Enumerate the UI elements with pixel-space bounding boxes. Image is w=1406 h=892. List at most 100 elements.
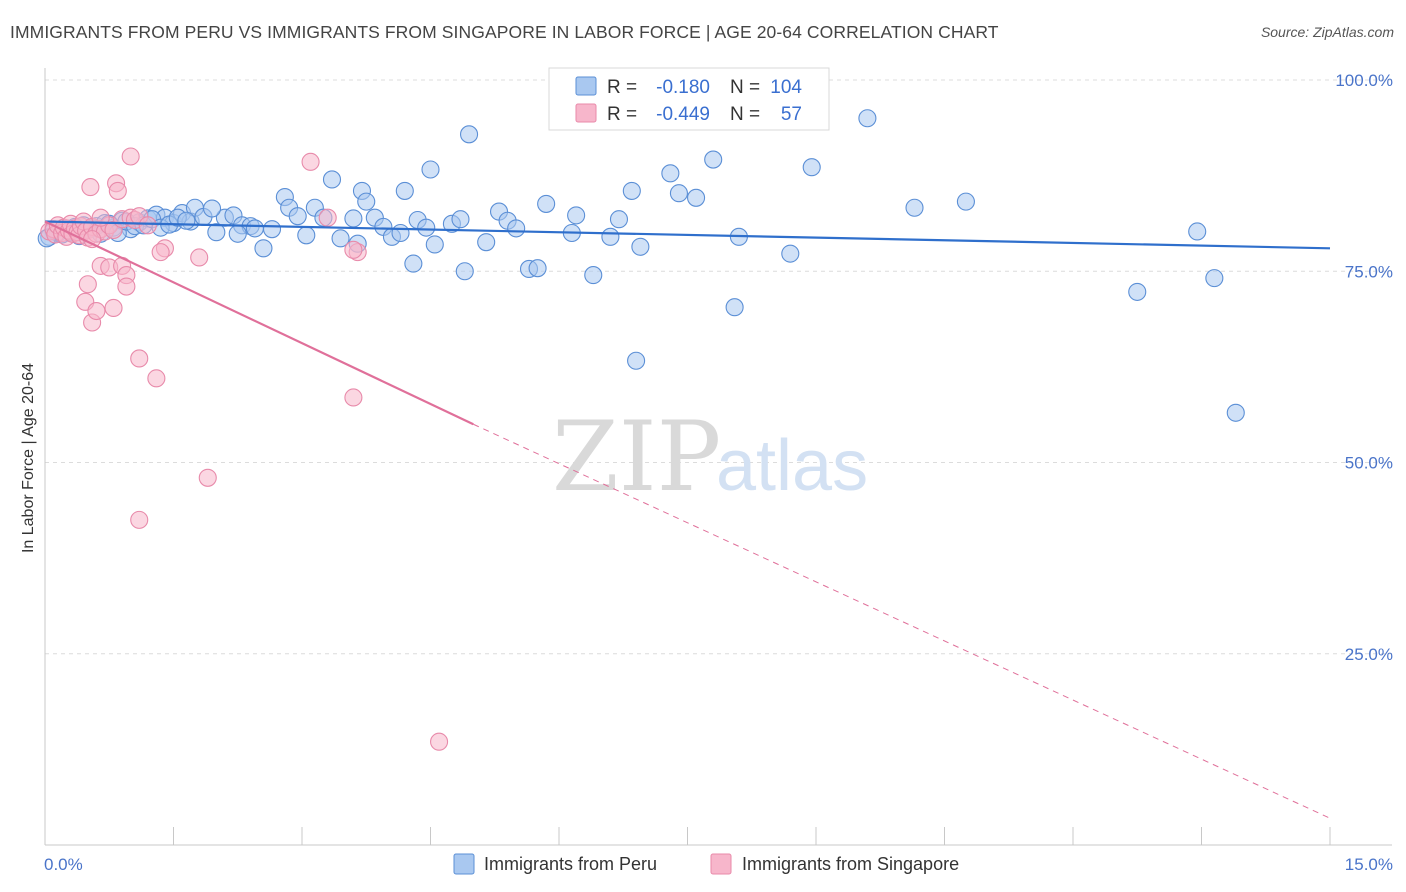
peru-point	[622, 181, 641, 200]
singapore-point	[344, 388, 363, 407]
peru-point	[322, 170, 342, 189]
peru-point	[781, 244, 800, 263]
legend-r-label: R =	[607, 77, 637, 98]
watermark: ZIP atlas	[552, 401, 868, 513]
x-tick-label: 0.0%	[44, 855, 83, 874]
singapore-point	[430, 732, 449, 751]
peru-point	[228, 224, 247, 243]
peru-point	[177, 211, 196, 230]
peru-point	[725, 298, 744, 317]
peru-point	[1205, 269, 1224, 288]
peru-point	[245, 219, 264, 238]
bottom-legend-swatch-peru	[453, 853, 475, 875]
singapore-point	[318, 208, 337, 227]
peru-point	[687, 188, 706, 207]
peru-point	[609, 210, 629, 229]
peru-point	[262, 220, 282, 239]
peru-point	[344, 209, 363, 228]
peru-point	[905, 198, 924, 217]
singapore-point	[151, 243, 170, 262]
legend-r-label: R =	[607, 104, 637, 125]
singapore-point	[108, 181, 127, 200]
peru-point	[421, 160, 440, 179]
peru-point	[661, 164, 680, 183]
legend-n-value: 57	[781, 104, 802, 125]
y-tick-label: 75.0%	[1345, 262, 1393, 281]
peru-point	[331, 229, 350, 248]
peru-point	[404, 254, 423, 273]
y-tick-label: 50.0%	[1345, 454, 1393, 473]
legend-swatch-singapore	[575, 103, 597, 123]
legend: R = -0.180 N = 104 R = -0.449 N = 57	[548, 67, 830, 131]
singapore-point	[104, 298, 123, 318]
peru-point	[704, 150, 723, 169]
x-tick-label: 15.0%	[1345, 855, 1393, 874]
peru-point	[455, 262, 474, 281]
trend-lines	[44, 220, 1331, 819]
watermark-zip: ZIP	[552, 401, 721, 513]
legend-n-label: N =	[730, 77, 760, 98]
peru-point	[1226, 403, 1245, 422]
singapore-point	[130, 349, 149, 368]
axes	[44, 68, 1392, 846]
legend-r-value: -0.180	[656, 77, 710, 98]
data-points	[37, 109, 1245, 751]
peru-point	[1128, 282, 1147, 301]
bottom-legend-label-peru: Immigrants from Peru	[484, 854, 657, 874]
peru-point	[627, 351, 646, 370]
chart-title: IMMIGRANTS FROM PERU VS IMMIGRANTS FROM …	[10, 22, 999, 42]
legend-swatch-peru	[575, 76, 597, 96]
peru-point	[459, 125, 479, 144]
peru-point	[669, 184, 688, 203]
peru-point	[507, 219, 526, 238]
singapore-trend-line	[44, 220, 474, 426]
peru-point	[477, 233, 496, 252]
peru-trend-line	[44, 220, 1331, 250]
legend-n-value: 104	[770, 77, 802, 98]
peru-point	[203, 199, 222, 218]
peru-point	[584, 266, 603, 285]
bottom-legend: Immigrants from Peru Immigrants from Sin…	[453, 853, 959, 875]
peru-point	[254, 239, 273, 258]
peru-point	[425, 235, 444, 254]
peru-point	[631, 237, 650, 256]
singapore-point	[138, 216, 157, 235]
peru-point	[207, 223, 226, 242]
singapore-point	[198, 468, 217, 487]
singapore-point	[190, 248, 209, 267]
peru-point	[802, 158, 821, 177]
y-tick-label: 100.0%	[1335, 71, 1393, 90]
peru-point	[528, 259, 547, 278]
singapore-point	[78, 275, 97, 294]
singapore-point	[344, 240, 363, 259]
peru-point	[537, 194, 556, 213]
singapore-point	[87, 301, 106, 321]
source-credit: Source: ZipAtlas.com	[1260, 24, 1394, 40]
singapore-point	[121, 147, 140, 166]
singapore-point	[301, 152, 320, 171]
peru-point	[417, 218, 436, 237]
y-axis-title: In Labor Force | Age 20-64	[20, 363, 37, 553]
peru-point	[1188, 222, 1207, 241]
singapore-point	[117, 277, 136, 296]
peru-point	[395, 181, 414, 200]
peru-point	[357, 192, 376, 211]
peru-point	[391, 223, 410, 243]
singapore-point	[147, 369, 166, 388]
watermark-atlas: atlas	[716, 426, 868, 506]
peru-point	[956, 192, 975, 211]
tick-labels: 25.0% 50.0% 75.0% 100.0% 0.0% 15.0%	[44, 71, 1393, 874]
singapore-point	[83, 230, 102, 249]
peru-point	[451, 210, 470, 229]
singapore-point	[130, 510, 149, 529]
peru-point	[601, 227, 620, 246]
bottom-legend-label-singapore: Immigrants from Singapore	[742, 854, 959, 874]
singapore-point	[81, 178, 100, 197]
peru-point	[858, 109, 877, 128]
peru-point	[288, 207, 307, 226]
legend-r-value: -0.449	[656, 104, 710, 125]
singapore-trend-extension	[473, 423, 1331, 819]
peru-point	[297, 226, 316, 245]
legend-n-label: N =	[730, 104, 760, 125]
